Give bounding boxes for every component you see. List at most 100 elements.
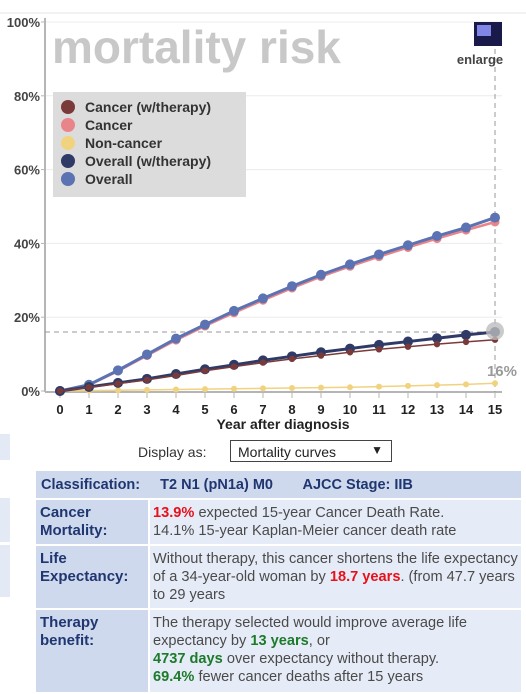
x-tick-label: 12 bbox=[401, 402, 415, 417]
cancer-mortality-value: 13.9% expected 15-year Cancer Death Rate… bbox=[148, 498, 523, 546]
x-tick-label: 6 bbox=[230, 402, 237, 417]
chart-legend: Cancer (w/therapy) Cancer Non-cancer Overal… bbox=[53, 92, 246, 197]
life-expectancy-value: Without therapy, this cancer shortens th… bbox=[148, 544, 523, 610]
cancer-death-rate: 13.9% bbox=[153, 505, 195, 521]
x-tick-label: 3 bbox=[143, 402, 150, 417]
x-axis-label: Year after diagnosis bbox=[216, 416, 349, 432]
data-point-overall bbox=[374, 249, 384, 260]
data-point-overall bbox=[287, 281, 297, 292]
annotation-label: 16% bbox=[487, 363, 517, 380]
therapy-benefit-years: 13 years bbox=[250, 633, 309, 649]
kaplan-meier-text: 14.1% 15-year Kaplan-Meier cancer death … bbox=[153, 523, 457, 539]
legend-label: Overall (w/therapy) bbox=[85, 153, 211, 169]
data-point-cancer-w-therapy bbox=[56, 387, 64, 395]
y-tick-label: 60% bbox=[14, 163, 40, 178]
x-tick-label: 5 bbox=[201, 402, 208, 417]
data-point-overall bbox=[142, 349, 152, 360]
data-point-non-cancer bbox=[434, 382, 440, 389]
therapy-benefit-row: Therapy benefit: The therapy selected wo… bbox=[34, 608, 523, 694]
data-point-cancer-w-therapy bbox=[201, 367, 209, 374]
x-tick-label: 2 bbox=[114, 402, 121, 417]
x-tick-label: 1 bbox=[85, 402, 92, 417]
display-as-row: Display as: Mortality curves ▼ bbox=[0, 440, 526, 464]
x-tick-label: 13 bbox=[430, 402, 444, 417]
data-point-non-cancer bbox=[202, 386, 208, 393]
cancer-mortality-label-line2: Mortality: bbox=[40, 522, 108, 539]
x-tick-label: 4 bbox=[172, 402, 180, 417]
life-expectancy-years: 18.7 years bbox=[329, 569, 401, 585]
life-expectancy-label-line2: Expectancy: bbox=[40, 568, 129, 585]
left-edge-tab bbox=[0, 498, 10, 542]
series-line-non-cancer bbox=[59, 382, 496, 392]
ajcc-stage: AJCC Stage: IIB bbox=[302, 477, 413, 493]
y-tick-label: 20% bbox=[14, 310, 40, 325]
legend-marker bbox=[61, 136, 75, 150]
data-point-non-cancer bbox=[289, 385, 295, 392]
y-tick-label: 40% bbox=[14, 236, 40, 251]
data-point-cancer-w-therapy bbox=[462, 338, 470, 346]
data-point-non-cancer bbox=[115, 387, 121, 394]
data-point-cancer-w-therapy bbox=[230, 363, 238, 370]
therapy-benefit-label-line1: Therapy bbox=[40, 614, 99, 631]
results-table: Classification: T2 N1 (pN1a) M0 AJCC Sta… bbox=[34, 469, 523, 694]
classification-value: T2 N1 (pN1a) M0 bbox=[160, 477, 273, 493]
series-line-overall bbox=[59, 216, 496, 393]
data-point-cancer-w-therapy bbox=[259, 359, 267, 366]
data-point-cancer-w-therapy bbox=[288, 355, 296, 363]
data-point-overall bbox=[345, 259, 355, 270]
legend-label: Cancer bbox=[85, 117, 133, 133]
data-point-overall-w-therapy bbox=[403, 336, 413, 347]
data-point-cancer-w-therapy bbox=[317, 352, 325, 359]
legend-background bbox=[53, 92, 246, 197]
therapy-benefit-text-a: The therapy selected would improve avera… bbox=[153, 615, 467, 649]
data-point-cancer-w-therapy bbox=[143, 376, 151, 384]
series-line-cancer-w-therapy bbox=[59, 338, 496, 392]
legend-marker bbox=[61, 172, 75, 186]
data-point-overall-w-therapy bbox=[432, 333, 442, 344]
life-expectancy-label: Life Expectancy: bbox=[34, 544, 150, 610]
data-point-non-cancer bbox=[260, 385, 266, 392]
classification-row: Classification: T2 N1 (pN1a) M0 AJCC Sta… bbox=[34, 469, 523, 500]
x-tick-label: 7 bbox=[259, 402, 266, 417]
data-point-overall bbox=[171, 333, 181, 344]
data-point-overall bbox=[258, 293, 268, 304]
data-point-cancer-w-therapy bbox=[375, 346, 383, 353]
data-point-overall bbox=[316, 269, 326, 280]
therapy-benefit-label-line2: benefit: bbox=[40, 632, 95, 649]
x-tick-label: 10 bbox=[343, 402, 357, 417]
data-point-non-cancer bbox=[144, 386, 150, 393]
data-point-cancer-w-therapy bbox=[172, 372, 180, 379]
data-point-non-cancer bbox=[463, 381, 469, 388]
x-tick-label: 0 bbox=[56, 402, 63, 417]
data-point-overall-w-therapy bbox=[461, 329, 471, 340]
legend-label: Non-cancer bbox=[85, 135, 163, 151]
data-point-cancer-w-therapy bbox=[114, 380, 122, 387]
therapy-benefit-value: The therapy selected would improve avera… bbox=[148, 608, 523, 694]
y-tick-label: 0% bbox=[21, 384, 40, 399]
classification-label: Classification: bbox=[41, 477, 141, 493]
therapy-benefit-label: Therapy benefit: bbox=[34, 608, 150, 694]
life-expectancy-text-a: Without therapy, this cancer shortens th… bbox=[153, 551, 518, 585]
left-edge-tab bbox=[0, 434, 10, 460]
data-point-non-cancer bbox=[173, 386, 179, 393]
enlarge-label[interactable]: enlarge bbox=[457, 52, 503, 67]
chart-watermark-title: mortality risk bbox=[52, 21, 341, 73]
data-point-cancer-w-therapy bbox=[433, 340, 441, 348]
therapy-benefit-text-d: fewer cancer deaths after 15 years bbox=[194, 669, 424, 685]
display-as-select[interactable]: Mortality curves ▼ bbox=[230, 440, 392, 462]
x-tick-labels: 0 1 2 3 4 5 6 7 8 9 10 11 12 13 14 15 bbox=[56, 392, 502, 417]
therapy-benefit-text-c: over expectancy without therapy. bbox=[222, 651, 440, 667]
life-expectancy-label-line1: Life bbox=[40, 550, 67, 567]
enlarge-button[interactable]: enlarge bbox=[457, 22, 503, 67]
classification-cell: Classification: T2 N1 (pN1a) M0 AJCC Sta… bbox=[34, 469, 523, 500]
data-point-overall bbox=[461, 222, 471, 233]
legend-label: Overall bbox=[85, 171, 132, 187]
x-tick-label: 8 bbox=[288, 402, 295, 417]
x-tick-label: 14 bbox=[459, 402, 474, 417]
data-point-non-cancer bbox=[347, 384, 353, 391]
therapy-benefit-text-b: , or bbox=[308, 633, 330, 649]
display-as-selected-value: Mortality curves bbox=[238, 444, 337, 460]
legend-label: Cancer (w/therapy) bbox=[85, 99, 211, 115]
chart-series bbox=[45, 40, 500, 396]
